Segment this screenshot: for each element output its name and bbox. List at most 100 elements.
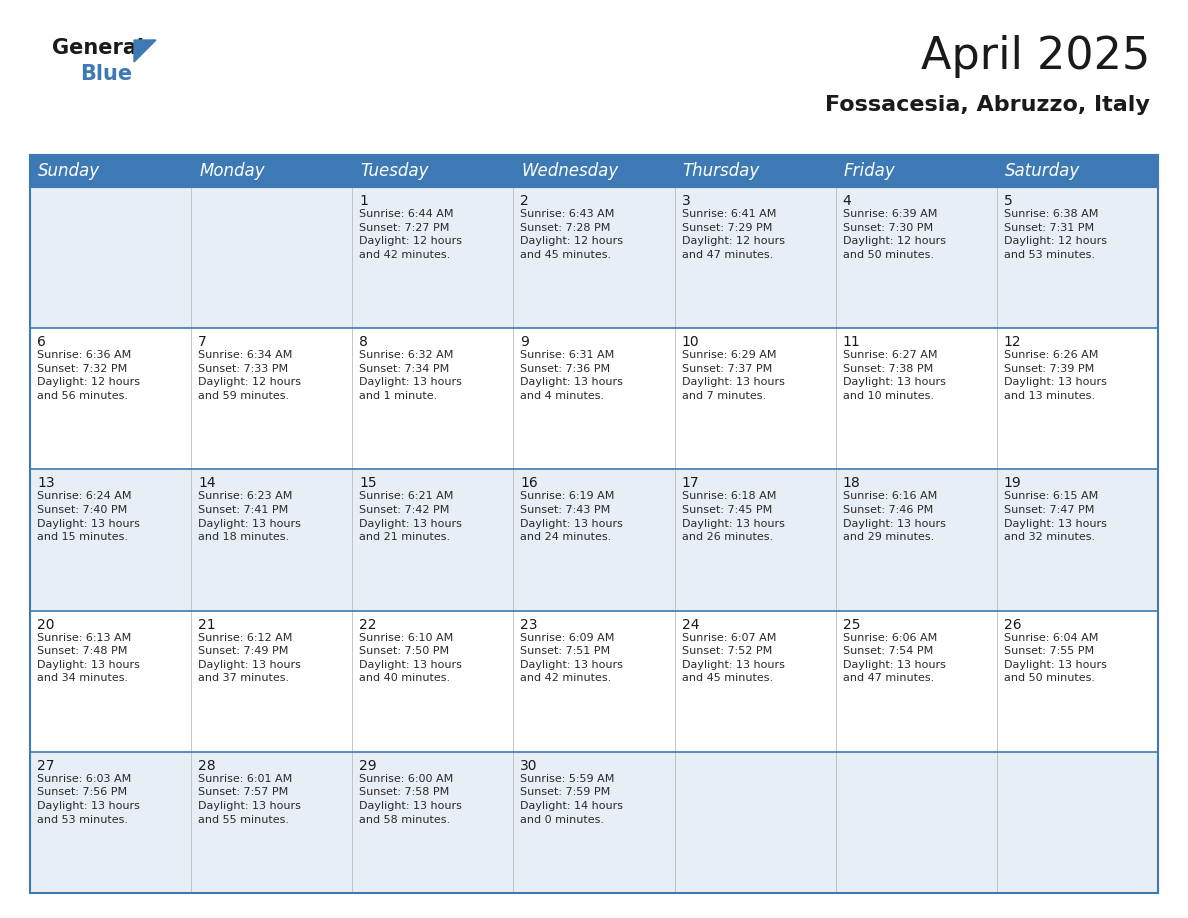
Bar [191, 187, 353, 329]
Text: 18: 18 [842, 476, 860, 490]
Text: 10: 10 [682, 335, 700, 349]
Text: Sunrise: 6:07 AM
Sunset: 7:52 PM
Daylight: 13 hours
and 45 minutes.: Sunrise: 6:07 AM Sunset: 7:52 PM Dayligh… [682, 633, 784, 683]
Text: Sunrise: 6:21 AM
Sunset: 7:42 PM
Daylight: 13 hours
and 21 minutes.: Sunrise: 6:21 AM Sunset: 7:42 PM Dayligh… [359, 491, 462, 543]
Text: Sunrise: 6:03 AM
Sunset: 7:56 PM
Daylight: 13 hours
and 53 minutes.: Sunrise: 6:03 AM Sunset: 7:56 PM Dayligh… [37, 774, 140, 824]
Text: Sunrise: 6:41 AM
Sunset: 7:29 PM
Daylight: 12 hours
and 47 minutes.: Sunrise: 6:41 AM Sunset: 7:29 PM Dayligh… [682, 209, 784, 260]
Bar [513, 187, 675, 329]
Bar [835, 187, 997, 329]
Bar [997, 610, 1158, 752]
Bar [997, 329, 1158, 469]
Bar [675, 187, 835, 329]
Bar [353, 187, 513, 329]
Text: General: General [52, 38, 144, 58]
Text: Sunrise: 6:43 AM
Sunset: 7:28 PM
Daylight: 12 hours
and 45 minutes.: Sunrise: 6:43 AM Sunset: 7:28 PM Dayligh… [520, 209, 624, 260]
Text: Sunrise: 6:19 AM
Sunset: 7:43 PM
Daylight: 13 hours
and 24 minutes.: Sunrise: 6:19 AM Sunset: 7:43 PM Dayligh… [520, 491, 624, 543]
Text: Sunrise: 6:39 AM
Sunset: 7:30 PM
Daylight: 12 hours
and 50 minutes.: Sunrise: 6:39 AM Sunset: 7:30 PM Dayligh… [842, 209, 946, 260]
Text: Sunrise: 6:06 AM
Sunset: 7:54 PM
Daylight: 13 hours
and 47 minutes.: Sunrise: 6:06 AM Sunset: 7:54 PM Dayligh… [842, 633, 946, 683]
Text: 19: 19 [1004, 476, 1022, 490]
Text: 11: 11 [842, 335, 860, 349]
Bar [30, 469, 191, 610]
Bar [835, 610, 997, 752]
Text: Sunday: Sunday [38, 162, 100, 180]
Text: 27: 27 [37, 759, 55, 773]
Bar [30, 752, 191, 893]
Text: 28: 28 [198, 759, 216, 773]
Text: Wednesday: Wednesday [522, 162, 619, 180]
Bar [191, 329, 353, 469]
Text: 8: 8 [359, 335, 368, 349]
Polygon shape [134, 40, 156, 62]
Bar [675, 155, 835, 187]
Bar [513, 329, 675, 469]
Text: Sunrise: 6:26 AM
Sunset: 7:39 PM
Daylight: 13 hours
and 13 minutes.: Sunrise: 6:26 AM Sunset: 7:39 PM Dayligh… [1004, 350, 1107, 401]
Text: Sunrise: 6:24 AM
Sunset: 7:40 PM
Daylight: 13 hours
and 15 minutes.: Sunrise: 6:24 AM Sunset: 7:40 PM Dayligh… [37, 491, 140, 543]
Bar [835, 469, 997, 610]
Bar [513, 155, 675, 187]
Text: 9: 9 [520, 335, 530, 349]
Bar [191, 469, 353, 610]
Bar [191, 610, 353, 752]
Text: Sunrise: 6:32 AM
Sunset: 7:34 PM
Daylight: 13 hours
and 1 minute.: Sunrise: 6:32 AM Sunset: 7:34 PM Dayligh… [359, 350, 462, 401]
Text: Saturday: Saturday [1005, 162, 1080, 180]
Text: Thursday: Thursday [683, 162, 760, 180]
Text: Sunrise: 6:38 AM
Sunset: 7:31 PM
Daylight: 12 hours
and 53 minutes.: Sunrise: 6:38 AM Sunset: 7:31 PM Dayligh… [1004, 209, 1107, 260]
Text: Sunrise: 5:59 AM
Sunset: 7:59 PM
Daylight: 14 hours
and 0 minutes.: Sunrise: 5:59 AM Sunset: 7:59 PM Dayligh… [520, 774, 624, 824]
Bar [30, 610, 191, 752]
Bar [835, 329, 997, 469]
Text: Sunrise: 6:16 AM
Sunset: 7:46 PM
Daylight: 13 hours
and 29 minutes.: Sunrise: 6:16 AM Sunset: 7:46 PM Dayligh… [842, 491, 946, 543]
Bar [191, 155, 353, 187]
Bar [353, 329, 513, 469]
Bar [835, 155, 997, 187]
Text: 6: 6 [37, 335, 46, 349]
Bar [513, 469, 675, 610]
Text: Tuesday: Tuesday [360, 162, 429, 180]
Bar [997, 155, 1158, 187]
Text: Sunrise: 6:29 AM
Sunset: 7:37 PM
Daylight: 13 hours
and 7 minutes.: Sunrise: 6:29 AM Sunset: 7:37 PM Dayligh… [682, 350, 784, 401]
Text: 12: 12 [1004, 335, 1022, 349]
Bar [513, 610, 675, 752]
Text: 14: 14 [198, 476, 216, 490]
Text: 26: 26 [1004, 618, 1022, 632]
Text: 5: 5 [1004, 194, 1012, 208]
Text: Sunrise: 6:04 AM
Sunset: 7:55 PM
Daylight: 13 hours
and 50 minutes.: Sunrise: 6:04 AM Sunset: 7:55 PM Dayligh… [1004, 633, 1107, 683]
Bar [997, 752, 1158, 893]
Text: 17: 17 [682, 476, 700, 490]
Text: Sunrise: 6:27 AM
Sunset: 7:38 PM
Daylight: 13 hours
and 10 minutes.: Sunrise: 6:27 AM Sunset: 7:38 PM Dayligh… [842, 350, 946, 401]
Bar [675, 752, 835, 893]
Text: 3: 3 [682, 194, 690, 208]
Text: Sunrise: 6:09 AM
Sunset: 7:51 PM
Daylight: 13 hours
and 42 minutes.: Sunrise: 6:09 AM Sunset: 7:51 PM Dayligh… [520, 633, 624, 683]
Bar [353, 610, 513, 752]
Text: Sunrise: 6:44 AM
Sunset: 7:27 PM
Daylight: 12 hours
and 42 minutes.: Sunrise: 6:44 AM Sunset: 7:27 PM Dayligh… [359, 209, 462, 260]
Text: Sunrise: 6:10 AM
Sunset: 7:50 PM
Daylight: 13 hours
and 40 minutes.: Sunrise: 6:10 AM Sunset: 7:50 PM Dayligh… [359, 633, 462, 683]
Text: 20: 20 [37, 618, 55, 632]
Text: Sunrise: 6:36 AM
Sunset: 7:32 PM
Daylight: 12 hours
and 56 minutes.: Sunrise: 6:36 AM Sunset: 7:32 PM Dayligh… [37, 350, 140, 401]
Bar [191, 752, 353, 893]
Text: Sunrise: 6:18 AM
Sunset: 7:45 PM
Daylight: 13 hours
and 26 minutes.: Sunrise: 6:18 AM Sunset: 7:45 PM Dayligh… [682, 491, 784, 543]
Bar [675, 469, 835, 610]
Text: 16: 16 [520, 476, 538, 490]
Text: 1: 1 [359, 194, 368, 208]
Text: Sunrise: 6:31 AM
Sunset: 7:36 PM
Daylight: 13 hours
and 4 minutes.: Sunrise: 6:31 AM Sunset: 7:36 PM Dayligh… [520, 350, 624, 401]
Bar [513, 752, 675, 893]
Bar [835, 752, 997, 893]
Text: 22: 22 [359, 618, 377, 632]
Bar [353, 155, 513, 187]
Text: 25: 25 [842, 618, 860, 632]
Text: 21: 21 [198, 618, 216, 632]
Text: 23: 23 [520, 618, 538, 632]
Text: 2: 2 [520, 194, 529, 208]
Text: 30: 30 [520, 759, 538, 773]
Bar [997, 187, 1158, 329]
Text: April 2025: April 2025 [921, 35, 1150, 78]
Text: 15: 15 [359, 476, 377, 490]
Text: Monday: Monday [200, 162, 265, 180]
Text: 4: 4 [842, 194, 852, 208]
Text: Sunrise: 6:01 AM
Sunset: 7:57 PM
Daylight: 13 hours
and 55 minutes.: Sunrise: 6:01 AM Sunset: 7:57 PM Dayligh… [198, 774, 301, 824]
Bar [997, 469, 1158, 610]
Bar [353, 469, 513, 610]
Text: Sunrise: 6:13 AM
Sunset: 7:48 PM
Daylight: 13 hours
and 34 minutes.: Sunrise: 6:13 AM Sunset: 7:48 PM Dayligh… [37, 633, 140, 683]
Text: Friday: Friday [843, 162, 896, 180]
Bar [30, 155, 191, 187]
Bar [675, 610, 835, 752]
Text: Fossacesia, Abruzzo, Italy: Fossacesia, Abruzzo, Italy [826, 95, 1150, 115]
